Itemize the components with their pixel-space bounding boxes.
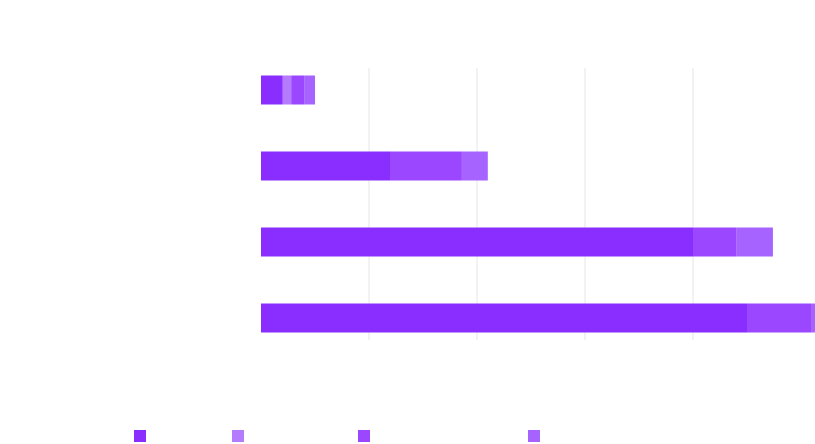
legend-swatch-2[interactable] (358, 430, 370, 442)
bar-row2-series2[interactable] (693, 227, 737, 257)
bar-row2-series3[interactable] (736, 227, 773, 257)
legend-swatch-1[interactable] (232, 430, 244, 442)
gridlines (368, 68, 694, 340)
legend-swatch-0[interactable] (134, 430, 146, 442)
legend-swatch-3[interactable] (528, 430, 540, 442)
legend (134, 430, 540, 442)
bar-row2-series0[interactable] (261, 227, 693, 257)
bar-row1-series2[interactable] (390, 151, 462, 181)
bar-row1-series0[interactable] (261, 151, 391, 181)
bars (261, 75, 815, 333)
bar-row3-series0[interactable] (261, 303, 747, 333)
bar-row0-series3[interactable] (304, 75, 315, 105)
bar-row3-series2[interactable] (747, 303, 812, 333)
bar-row0-series2[interactable] (291, 75, 305, 105)
bar-row1-series3[interactable] (461, 151, 488, 181)
bar-row3-series3[interactable] (811, 303, 815, 333)
bar-row0-series1[interactable] (282, 75, 292, 105)
bar-row0-series0[interactable] (261, 75, 283, 105)
